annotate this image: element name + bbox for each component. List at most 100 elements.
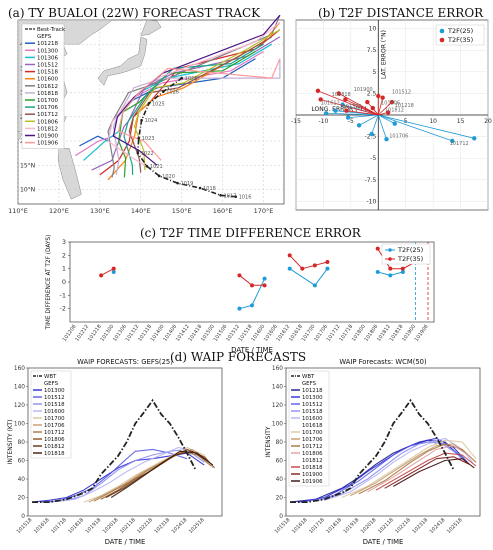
error-vector-T2F(35) <box>346 110 379 116</box>
legend-label-101300: 101300 <box>37 48 58 54</box>
map-lat-tick: 15°N <box>20 162 35 169</box>
scatter-x-tick: 10 <box>429 118 437 125</box>
error-vector-T2F(25) <box>378 114 395 124</box>
error-point-T2F(35) <box>315 88 321 94</box>
scatter-legend-label-T2F(25): T2F(25) <box>447 27 473 35</box>
waip-legend-label: 101712 <box>44 430 65 436</box>
error-point-T2F(25) <box>356 123 362 128</box>
legend-best-label: Best-Track <box>37 27 66 33</box>
scatter-legend-label-T2F(35): T2F(35) <box>447 36 473 44</box>
panel-d: (d) WAIP FORECASTS WAIP FORECASTS: GEFS(… <box>0 350 493 550</box>
time-point-T2F(25) <box>388 273 393 278</box>
scatter-xlabel: LONG. ERROR (°E) <box>311 106 366 113</box>
panel-c-title: (c) T2F TIME DIFFERENCE ERROR <box>140 226 361 240</box>
time-point-T2F(25) <box>400 270 405 274</box>
scatter-y-tick: 10 <box>369 26 377 33</box>
scatter-point-label: 101906 <box>381 101 400 107</box>
legend-label-101706: 101706 <box>37 105 58 111</box>
scatter-y-tick: -5 <box>370 155 376 162</box>
waip-member-101712 <box>93 450 212 502</box>
waip-y-tick: 80 <box>276 440 284 446</box>
forecast-track-101706 <box>123 43 264 175</box>
waip-legend-label: 101806 <box>44 437 65 443</box>
error-vector-T2F(35) <box>377 97 384 116</box>
waip-x-tick: 102518 <box>188 517 206 535</box>
error-point-T2F(35) <box>380 95 385 100</box>
waip-y-tick: 160 <box>14 366 25 372</box>
waip-legend-label: 101900 <box>302 472 323 478</box>
best-track-label: 1019 <box>181 181 194 187</box>
best-track-point <box>145 164 149 168</box>
waip-x-tick: 101818 <box>67 517 85 535</box>
legend-label-101600: 101600 <box>37 77 58 83</box>
legend-label-101218: 101218 <box>37 41 58 47</box>
error-vector-T2F(25) <box>326 112 379 116</box>
time-y-tick: 0 <box>62 278 66 286</box>
waip-x-tick: 102118 <box>377 517 395 535</box>
scatter-x-tick: 20 <box>484 118 492 125</box>
best-track-point <box>161 90 165 93</box>
time-point-T2F(25) <box>325 266 330 271</box>
map-lon-tick: 130°E <box>90 207 110 215</box>
best-track-point <box>234 195 238 199</box>
waip-subtitle-0: WAIP FORECASTS: GEFS(25) <box>77 358 173 366</box>
best-track-point <box>180 76 183 80</box>
time-point-T2F(35) <box>111 266 116 271</box>
land-hokkaido <box>140 19 162 36</box>
scatter-point-label: 101300 <box>343 104 362 110</box>
best-track-label: 1016 <box>239 195 252 201</box>
legend-label-101306: 101306 <box>37 55 58 61</box>
legend-label-101900: 101900 <box>37 134 58 140</box>
waip-y-tick: 160 <box>272 366 283 372</box>
map-lon-tick: 170°E <box>254 207 274 215</box>
best-track-point <box>147 101 151 105</box>
forecast-track-101812 <box>107 21 281 169</box>
best-track-label: 1018 <box>203 186 216 192</box>
waip-legend-label: GEFS <box>44 381 59 387</box>
best-track-label: 1017 <box>224 193 237 199</box>
waip-member-101712 <box>358 443 477 495</box>
forecast-track-101900 <box>112 14 281 166</box>
waip-legend-label: 101600 <box>302 416 323 422</box>
time-legend-marker-T2F(25) <box>388 248 392 252</box>
scatter-y-tick: 2.5 <box>367 90 377 97</box>
waip-y-tick: 0 <box>279 514 283 520</box>
time-line-T2F(35) <box>289 254 328 270</box>
scatter-x-tick: -5 <box>348 118 354 125</box>
waip-member-101818 <box>375 452 477 491</box>
error-point-T2F(35) <box>344 108 349 113</box>
waip-ylabel-0: INTENSITY (KT) <box>7 420 14 465</box>
waip-x-tick: 101618 <box>291 517 309 535</box>
waip-x-tick: 102118 <box>119 517 137 535</box>
best-track-label: 1026 <box>166 90 179 96</box>
waip-legend-label: 101706 <box>302 437 323 443</box>
error-point-T2F(25) <box>384 136 389 142</box>
error-vector-T2F(35) <box>378 101 393 116</box>
waip-member-101906 <box>393 458 475 487</box>
waip-ylabel-1: INTENSITY <box>265 426 272 457</box>
waip-legend-label: 101712 <box>302 444 323 450</box>
best-track-label: 1024 <box>145 118 158 124</box>
waip-y-tick: 60 <box>276 459 284 465</box>
scatter-x-tick: -10 <box>319 118 329 125</box>
time-point-T2F(25) <box>250 303 254 308</box>
time-line-T2F(35) <box>100 268 114 276</box>
panel-b-title: (b) T2F DISTANCE ERROR <box>318 6 484 20</box>
waip-legend-label: 101600 <box>44 409 65 415</box>
panel-d-title: (d) WAIP FORECASTS <box>170 350 307 364</box>
waip-legend-label: 101906 <box>302 479 323 485</box>
error-point-T2F(35) <box>370 105 375 111</box>
waip-x-tick: 102518 <box>446 517 464 535</box>
time-legend-label-T2F(25): T2F(25) <box>397 246 423 254</box>
map-lon-tick: 140°E <box>131 207 151 215</box>
waip-forecast-charts: WAIP FORECASTS: GEFS(25) 0 20 40 60 80 100 120 1… <box>7 358 481 546</box>
best-track-label: 1021 <box>150 164 163 170</box>
time-point-T2F(35) <box>262 283 267 288</box>
error-point-T2F(25) <box>450 138 455 144</box>
waip-x-tick: 102318 <box>153 517 171 535</box>
legend-label-101806: 101806 <box>37 119 58 125</box>
land-philippines <box>57 148 82 200</box>
waip-x-tick: 102418 <box>171 517 189 535</box>
best-track-point <box>198 186 202 190</box>
waip-wbt-line-0 <box>32 398 197 503</box>
